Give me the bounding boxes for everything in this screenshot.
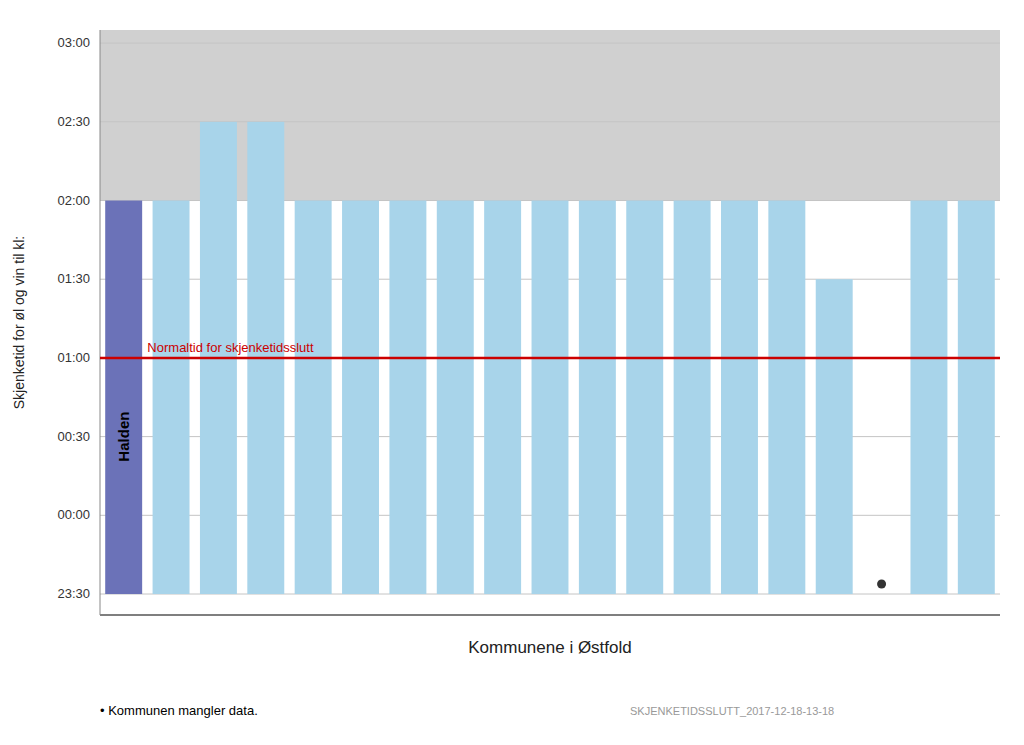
bar xyxy=(958,201,995,594)
y-axis-line xyxy=(100,30,101,615)
y-tick-label: 00:30 xyxy=(57,429,90,444)
bar xyxy=(768,201,805,594)
reference-line xyxy=(100,357,1000,360)
y-tick-label: 02:30 xyxy=(57,114,90,129)
y-tick-label: 02:00 xyxy=(57,193,90,208)
grid-line xyxy=(100,357,1000,358)
bar xyxy=(105,201,142,594)
y-tick-label: 00:00 xyxy=(57,507,90,522)
grid-line xyxy=(100,43,1000,44)
y-tick-label: 23:30 xyxy=(57,586,90,601)
missing-dot xyxy=(877,580,886,589)
bar xyxy=(674,201,711,594)
bar xyxy=(910,201,947,594)
x-axis-label: Kommunene i Østfold xyxy=(468,638,631,657)
bar xyxy=(816,279,853,594)
y-tick-label: 01:30 xyxy=(57,271,90,286)
bar xyxy=(437,201,474,594)
bar xyxy=(532,201,569,594)
bar xyxy=(484,201,521,594)
chart: 23:30 00:00 00:30 01:00 01:30 02:00 02:30 03:00… xyxy=(0,0,1024,745)
bar-annotation: Halden xyxy=(115,412,132,462)
source: SKJENKETIDSSLUTT_2017-12-18-13-18 xyxy=(630,705,834,717)
x-axis-line xyxy=(100,614,1000,616)
bar xyxy=(626,201,663,594)
note: • Kommunen mangler data. xyxy=(100,703,258,718)
y-tick-label: 03:00 xyxy=(57,35,90,50)
y-tick-label: 01:00 xyxy=(57,350,90,365)
y-axis-label: Skjenketid for øl og vin til kl: xyxy=(11,236,27,410)
reference-label: Normaltid for skjenketidsslutt xyxy=(147,340,314,355)
bar xyxy=(389,201,426,594)
bar xyxy=(579,201,616,594)
bar xyxy=(342,201,379,594)
bar xyxy=(295,201,332,594)
bar xyxy=(153,201,190,594)
bar xyxy=(721,201,758,594)
